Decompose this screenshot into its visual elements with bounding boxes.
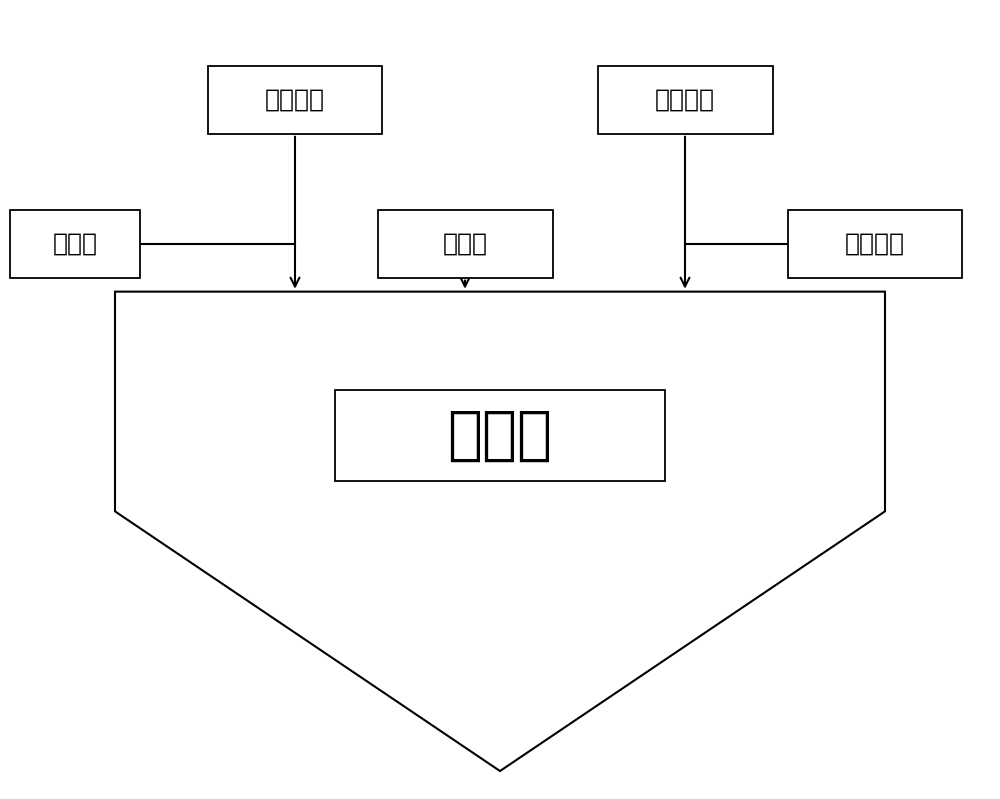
FancyBboxPatch shape: [788, 210, 962, 278]
FancyBboxPatch shape: [378, 210, 552, 278]
Polygon shape: [115, 292, 885, 771]
FancyBboxPatch shape: [598, 66, 772, 133]
Text: 三乙胺: 三乙胺: [52, 232, 98, 256]
Text: 氨基磺酸: 氨基磺酸: [655, 88, 715, 112]
FancyBboxPatch shape: [10, 210, 140, 278]
Text: 二氯甲烷: 二氯甲烷: [265, 88, 325, 112]
FancyBboxPatch shape: [335, 389, 665, 481]
FancyBboxPatch shape: [208, 66, 382, 133]
Text: 双乙稀酮: 双乙稀酮: [845, 232, 905, 256]
Text: 冰醋酸: 冰醋酸: [442, 232, 488, 256]
Text: 合成釜: 合成釜: [448, 407, 552, 464]
